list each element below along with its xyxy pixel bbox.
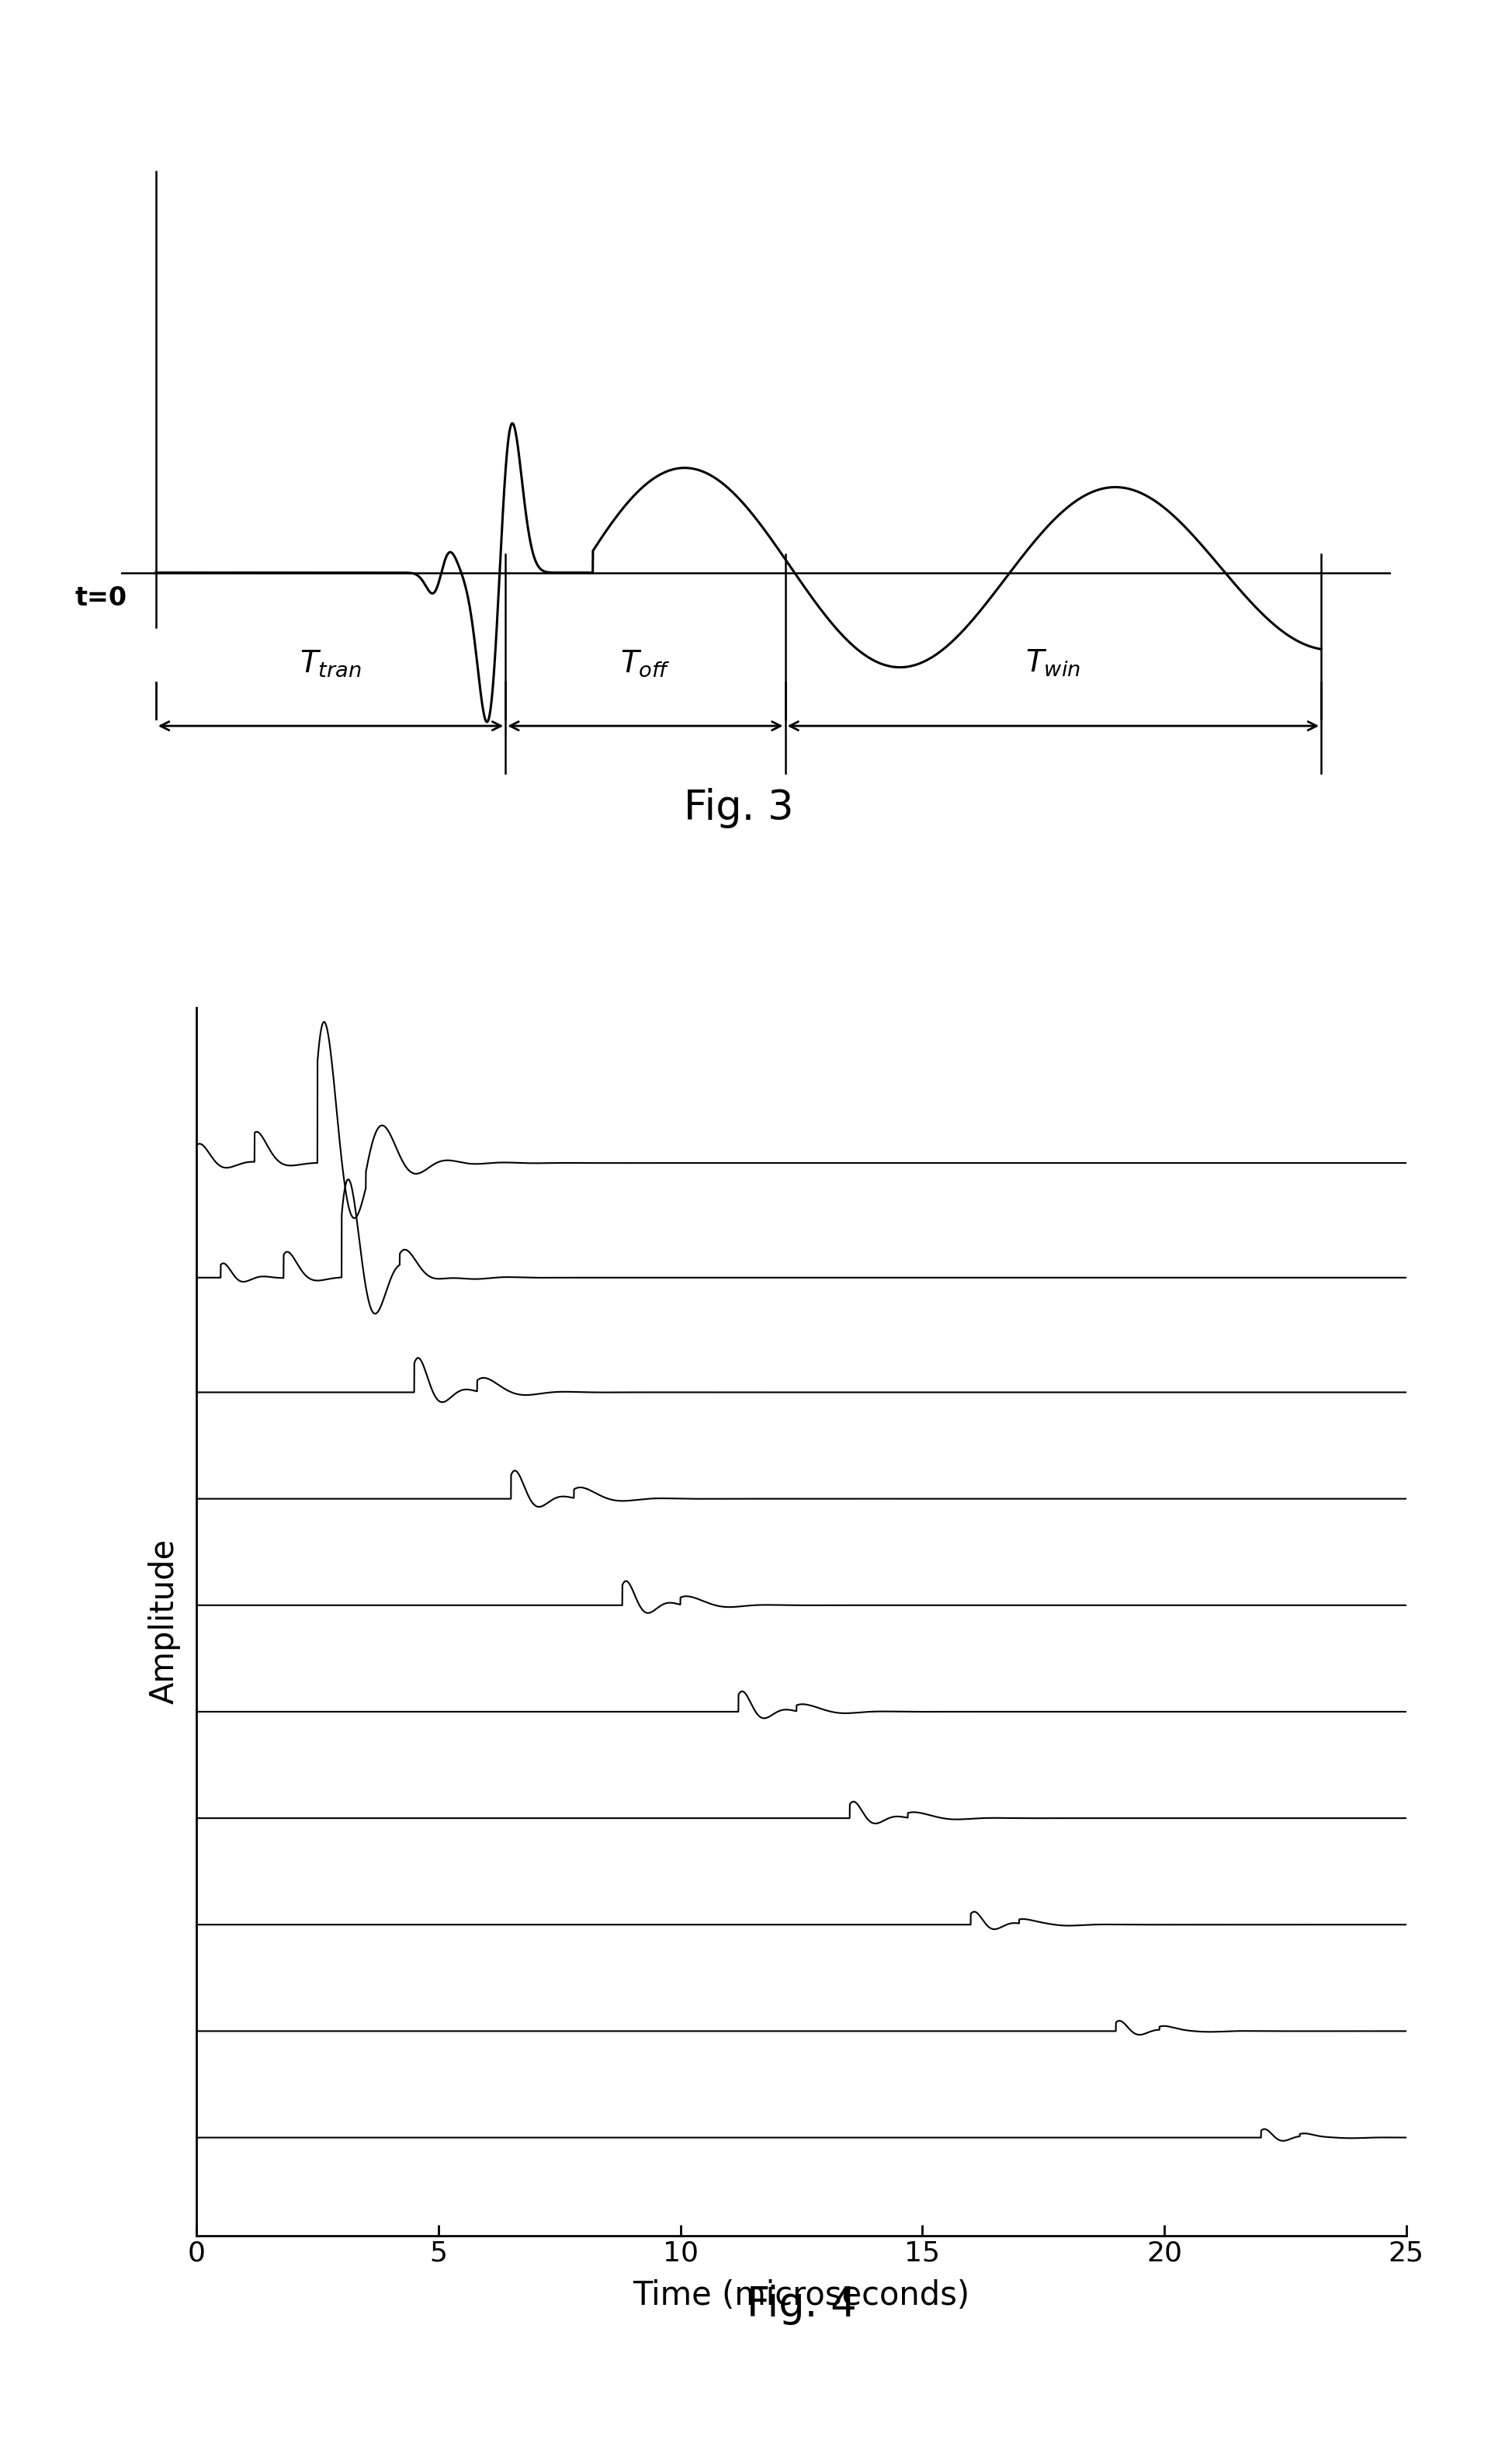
Text: $T_{off}$: $T_{off}$ [620,649,670,678]
X-axis label: Time (microseconds): Time (microseconds) [634,2280,969,2312]
Y-axis label: Amplitude: Amplitude [148,1538,180,1705]
Text: $T_{tran}$: $T_{tran}$ [299,649,361,678]
Text: Fig. 4: Fig. 4 [747,2285,856,2324]
Text: Fig. 3: Fig. 3 [683,789,794,828]
Text: t=0: t=0 [74,585,127,612]
Text: $T_{win}$: $T_{win}$ [1025,649,1081,678]
